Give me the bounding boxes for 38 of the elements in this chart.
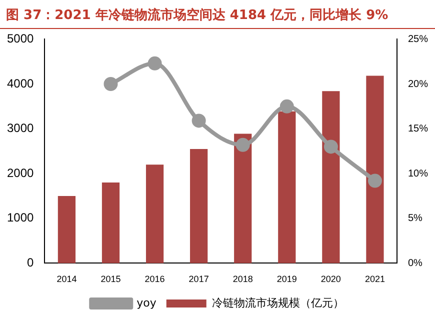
y-tick-label: 0	[27, 256, 34, 270]
bar	[278, 111, 296, 264]
chart-title: 图 37：2021 年冷链物流市场空间达 4184 亿元，同比增长 9%	[0, 0, 435, 29]
bar	[190, 148, 208, 264]
point	[324, 140, 338, 154]
bar	[366, 76, 384, 264]
point	[192, 114, 206, 128]
bar	[146, 164, 164, 264]
point	[280, 99, 294, 114]
y2-tick-label: 10%	[408, 168, 428, 180]
x-tick-label: 2021	[364, 274, 385, 284]
x-tick-label: 2014	[56, 274, 77, 284]
legend-label: 冷链物流市场规模（亿元）	[212, 296, 344, 310]
point	[236, 138, 250, 152]
y-tick-label: 2000	[6, 166, 34, 180]
x-tick-label: 2016	[144, 274, 165, 284]
bar	[322, 91, 340, 264]
y-tick-label: 3000	[6, 121, 34, 136]
bar	[102, 182, 120, 264]
legend-label: yoy	[136, 296, 157, 310]
x-tick-label: 2019	[276, 274, 297, 284]
y2-tick-label: 25%	[408, 34, 428, 45]
y2-tick-label: 5%	[408, 213, 423, 224]
y2-tick-label: 15%	[408, 124, 428, 135]
point	[148, 56, 162, 70]
y-tick-label: 1000	[6, 210, 34, 225]
x-tick-label: 2017	[188, 274, 209, 284]
bar	[58, 196, 76, 264]
y-tick-label: 5000	[6, 32, 34, 46]
point	[368, 174, 382, 188]
point	[104, 77, 118, 91]
x-tick-label: 2020	[320, 274, 341, 284]
x-tick-label: 2018	[232, 274, 253, 284]
y2-tick-label: 0%	[408, 258, 423, 269]
y-tick-label: 4000	[6, 76, 34, 90]
y2-tick-label: 20%	[408, 78, 428, 90]
bar	[234, 134, 252, 264]
x-tick-label: 2015	[100, 274, 121, 284]
